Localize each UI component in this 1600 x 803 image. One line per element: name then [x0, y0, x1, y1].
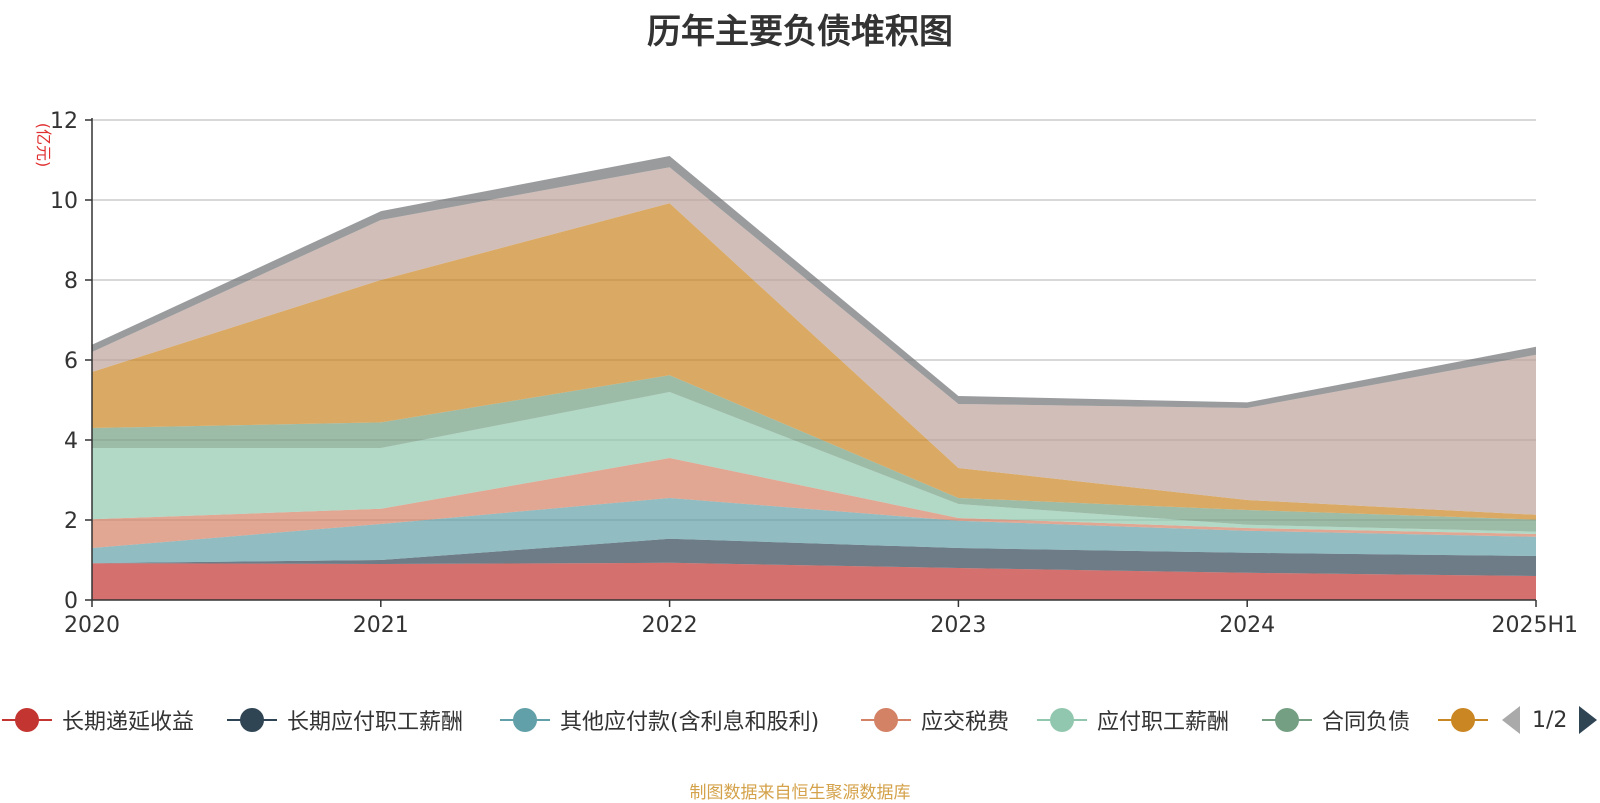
legend-dot-icon — [15, 708, 39, 732]
legend-label: 应交税费 — [921, 710, 1010, 735]
legend-item-3[interactable]: 应交税费 — [861, 700, 1009, 740]
legend-dot-icon — [1451, 708, 1475, 732]
legend-marker-icon — [227, 708, 277, 732]
legend-marker-icon — [1438, 708, 1488, 732]
legend-label: 其他应付款(含利息和股利) — [560, 710, 820, 735]
area-series-group — [92, 156, 1536, 600]
area-series-5[interactable] — [92, 375, 1536, 532]
legend-dot-icon — [513, 708, 537, 732]
y-axis-unit-label: (亿元) — [34, 123, 53, 168]
area-series-8[interactable] — [92, 156, 1536, 408]
legend-marker-icon — [2, 708, 52, 732]
x-tick-label: 2020 — [64, 613, 120, 638]
y-tick-label: 10 — [50, 189, 78, 214]
x-tick-label: 2024 — [1219, 613, 1275, 638]
chart-title: 历年主要负债堆积图 — [647, 12, 953, 52]
x-tick-label: 2021 — [353, 613, 409, 638]
x-tick-label: 2023 — [930, 613, 986, 638]
legend-page-indicator: 1/2 — [1532, 707, 1568, 733]
source-note: 制图数据来自恒生聚源数据库 — [689, 783, 911, 803]
area-series-1[interactable] — [92, 538, 1536, 576]
area-series-2[interactable] — [92, 498, 1536, 564]
legend-label: 长期递延收益 — [62, 710, 195, 735]
legend-item-2[interactable]: 其他应付款(含利息和股利) — [500, 700, 819, 740]
legend: 长期递延收益 长期应付职工薪酬 其他应付款(含利息和股利) 应交税费 应付职工薪酬 合同负… — [0, 700, 1600, 740]
legend-next-page-icon[interactable] — [1579, 706, 1598, 734]
legend-item-1[interactable]: 长期应付职工薪酬 — [227, 700, 463, 740]
legend-item-5[interactable]: 合同负债 — [1262, 700, 1410, 740]
y-tick-label: 4 — [64, 429, 78, 454]
legend-dot-icon — [240, 708, 264, 732]
y-tick-label: 8 — [64, 269, 78, 294]
legend-item-6[interactable] — [1438, 700, 1498, 740]
legend-item-0[interactable]: 长期递延收益 — [2, 700, 194, 740]
legend-marker-icon — [861, 708, 911, 732]
legend-dot-icon — [1050, 708, 1074, 732]
area-series-4[interactable] — [92, 392, 1536, 534]
legend-dot-icon — [874, 708, 898, 732]
axes: 0 2 4 6 8 10 12 2020 2021 2022 2023 2024 2025H1 — [50, 109, 1578, 638]
x-tick-label: 2022 — [642, 613, 698, 638]
legend-label: 应付职工薪酬 — [1097, 710, 1230, 735]
y-tick-label: 0 — [64, 589, 78, 614]
area-series-6[interactable] — [92, 203, 1536, 520]
area-series-0[interactable] — [92, 562, 1536, 600]
legend-label: 长期应付职工薪酬 — [287, 710, 464, 735]
y-tick-label: 6 — [64, 349, 78, 374]
legend-item-4[interactable]: 应付职工薪酬 — [1037, 700, 1229, 740]
legend-pager: 1/2 — [1502, 700, 1598, 740]
legend-marker-icon — [500, 708, 550, 732]
area-series-3[interactable] — [92, 458, 1536, 548]
y-tick-label: 12 — [50, 109, 78, 134]
legend-marker-icon — [1037, 708, 1087, 732]
legend-prev-page-icon[interactable] — [1502, 706, 1520, 734]
y-tick-label: 2 — [64, 509, 78, 534]
legend-marker-icon — [1262, 708, 1312, 732]
area-series-7[interactable] — [92, 167, 1536, 515]
legend-label: 合同负债 — [1322, 710, 1411, 735]
legend-dot-icon — [1275, 708, 1299, 732]
x-tick-label: 2025H1 — [1491, 613, 1578, 638]
